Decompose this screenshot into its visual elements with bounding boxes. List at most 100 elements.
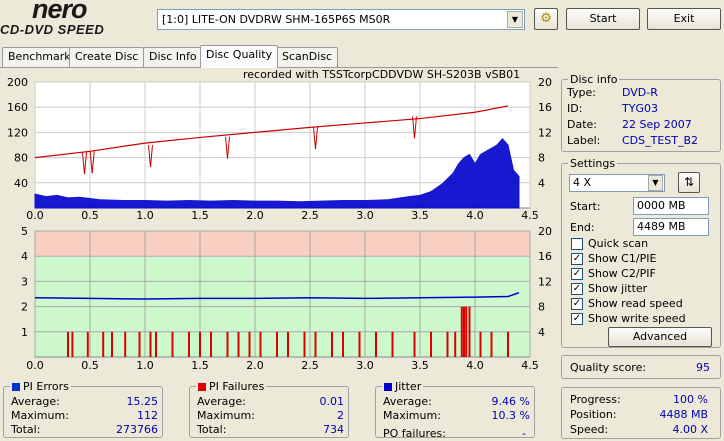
- refresh-speed-button[interactable]: ⇅: [678, 172, 700, 193]
- disc-type-label: Type:: [567, 86, 596, 99]
- jitter-title-text: Jitter: [395, 380, 422, 393]
- jitter-line: [34, 292, 520, 300]
- tab-disc-info[interactable]: Disc Info: [143, 47, 203, 67]
- pi-failure-bar: [171, 331, 174, 357]
- disc-label-value: CDS_TEST_B2: [622, 134, 699, 147]
- jitter-group: Jitter Average: 9.46 % Maximum: 10.3 % P…: [375, 380, 535, 440]
- speed-select[interactable]: 4 X ▼: [569, 174, 665, 192]
- chevron-down-icon[interactable]: ▼: [648, 175, 663, 191]
- pi-failures-title-text: PI Failures: [209, 380, 265, 393]
- tab-benchmark[interactable]: Benchmark: [2, 47, 77, 67]
- pi-failure-bar: [199, 331, 201, 357]
- pi-errors-average-label: Average:: [11, 395, 60, 408]
- progress-label: Progress:: [570, 393, 621, 406]
- pi-failure-bar: [391, 331, 394, 357]
- chart1-x-tick: 3.5: [411, 209, 429, 222]
- read-speed-dip: [82, 152, 87, 175]
- exit-button[interactable]: Exit: [647, 8, 721, 30]
- tab-scandisc[interactable]: ScanDisc: [276, 47, 339, 67]
- jitter-average-value: 9.46 %: [491, 395, 530, 408]
- pi-failure-bar: [303, 331, 306, 357]
- pi-failures-maximum-label: Maximum:: [197, 409, 255, 422]
- pi-failure-bar: [463, 306, 465, 357]
- chart2-y-tick-right: 16: [538, 250, 552, 263]
- pi-failures-group: PI Failures Average: 0.01 Maximum: 2 Tot…: [189, 380, 349, 438]
- chart1-y-tick-right: 8: [538, 152, 545, 165]
- chart-header: recorded with TSSTcorpCDDVDW SH-S203B vS…: [243, 68, 521, 81]
- settings-title: Settings: [568, 157, 618, 170]
- chart1-y-tick-right: 16: [538, 101, 552, 114]
- disc-id-label: ID:: [567, 102, 583, 115]
- chevron-down-icon[interactable]: ▼: [507, 11, 523, 28]
- read-speed-dip: [313, 127, 318, 150]
- pi-failure-bar: [430, 331, 432, 357]
- chart2-x-tick: 3.5: [411, 359, 429, 370]
- pi-failure-bar: [276, 331, 278, 357]
- pi-errors-title-text: PI Errors: [23, 380, 69, 393]
- advanced-button[interactable]: Advanced: [608, 327, 712, 347]
- end-input[interactable]: 4489 MB: [633, 218, 709, 236]
- drive-select[interactable]: [1:0] LITE-ON DVDRW SHM-165P6S MS0R ▼: [157, 9, 525, 30]
- chart1-y-tick-left: 40: [14, 177, 28, 190]
- chart2-bad-zone: [35, 231, 530, 257]
- start-button[interactable]: Start: [566, 8, 640, 30]
- chart1-x-tick: 4.5: [521, 209, 539, 222]
- tab-disc-quality[interactable]: Disc Quality: [200, 45, 279, 68]
- speed-select-value: 4 X: [573, 176, 592, 189]
- start-input[interactable]: 0000 MB: [633, 197, 709, 215]
- pi-failure-bar: [226, 331, 229, 357]
- chart1-x-tick: 4.0: [466, 209, 484, 222]
- pi-failure-bar: [248, 331, 251, 357]
- pi-errors-title: PI Errors: [10, 380, 71, 393]
- speed-label: Speed:: [570, 423, 609, 436]
- chart1-y-tick-left: 200: [7, 76, 28, 89]
- pi-failure-bar: [490, 331, 493, 357]
- pi-failures-average-value: 0.01: [319, 395, 345, 408]
- show-c1-pie-checkbox[interactable]: ✓: [571, 253, 583, 265]
- pi-failures-total-label: Total:: [197, 423, 227, 436]
- read-speed-dip: [148, 144, 153, 168]
- pi-failure-bar: [155, 331, 157, 357]
- pi-failure-bar: [465, 306, 468, 357]
- chart2-y-tick-left: 1: [21, 326, 28, 339]
- pi-failure-bar: [454, 331, 457, 357]
- drive-options-button[interactable]: ⚙: [534, 8, 558, 30]
- chart1-x-tick: 0.5: [81, 209, 99, 222]
- position-label: Position:: [570, 408, 617, 421]
- quality-score-value: 95: [696, 361, 710, 374]
- read-speed-dip: [89, 151, 95, 174]
- show-c2-pif-checkbox[interactable]: ✓: [571, 268, 583, 280]
- settings-group: Settings 4 X ▼ ⇅ Start: 0000 MB End: 448…: [561, 157, 721, 348]
- tab-create-disc[interactable]: Create Disc: [69, 47, 145, 67]
- pi-failure-bar: [314, 331, 317, 357]
- po-failures-value: -: [522, 427, 526, 440]
- quality-charts: 0.0 0.5 1.0 1.5 2.0 2.5 3.0 3.5 4.0 4.5 200 20 160 16…: [7, 76, 552, 370]
- chart2-x-tick: 1.5: [191, 359, 209, 370]
- chart2-y-tick-right: 4: [538, 326, 545, 339]
- disc-id-value: TYG03: [622, 102, 658, 115]
- pi-failures-average-label: Average:: [197, 395, 246, 408]
- read-speed-line: [34, 105, 509, 159]
- pi-failure-bar: [102, 331, 105, 357]
- start-label: Start:: [570, 200, 601, 213]
- chart2-y-tick-right: 12: [538, 275, 552, 288]
- pi-failure-bar: [188, 331, 190, 357]
- pi-errors-average-value: 15.25: [126, 395, 159, 408]
- chart2-x-tick: 4.0: [466, 359, 484, 370]
- speed-value: 4.00 X: [672, 423, 708, 436]
- show-write-speed-checkbox[interactable]: ✓: [571, 313, 583, 325]
- tab-panel-border: [0, 67, 558, 68]
- pi-errors-maximum-label: Maximum:: [11, 409, 69, 422]
- disc-info-group: Disc info Type: DVD-R ID: TYG03 Date: 22…: [561, 73, 721, 152]
- pi-failures-total-value: 734: [323, 423, 344, 436]
- pi-failure-bar: [86, 331, 89, 357]
- chart1-y-tick-left: 80: [14, 152, 28, 165]
- po-failures-label: PO failures:: [383, 427, 446, 440]
- quick-scan-checkbox[interactable]: [571, 238, 583, 250]
- pi-failure-bar: [468, 306, 471, 357]
- pi-failures-maximum-value: 2: [337, 409, 344, 422]
- end-label: End:: [570, 221, 595, 234]
- show-jitter-checkbox[interactable]: ✓: [571, 283, 583, 295]
- pi-failures-title: PI Failures: [196, 380, 267, 393]
- show-read-speed-checkbox[interactable]: ✓: [571, 298, 583, 310]
